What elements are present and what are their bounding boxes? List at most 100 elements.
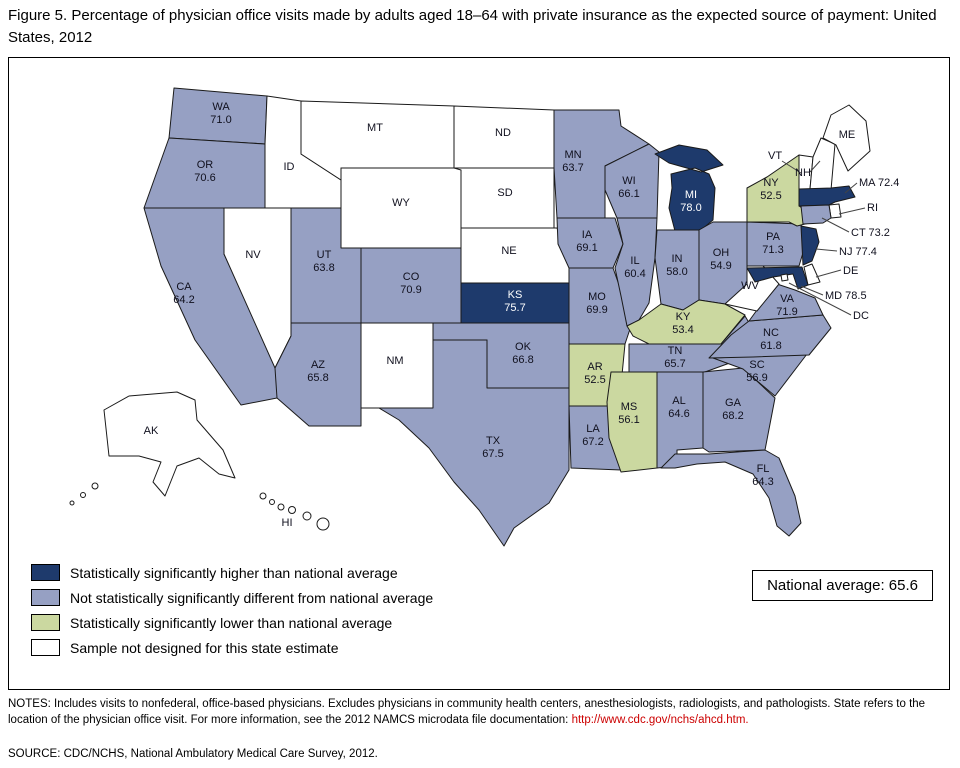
state-ak <box>91 482 99 490</box>
leader-line-dc <box>788 282 852 316</box>
state-label-or: OR 70.6 <box>194 159 215 184</box>
leader-line-nh <box>809 160 821 173</box>
state-label-ny: NY 52.5 <box>760 177 781 202</box>
state-label-hi: HI <box>282 517 293 529</box>
state-ak <box>69 500 75 506</box>
state-label-nm: NM <box>386 355 403 367</box>
state-label-ky: KY 53.4 <box>672 311 693 336</box>
state-ma <box>798 185 856 207</box>
state-label-id: ID <box>284 161 295 173</box>
legend-item-not-different: Not statistically significantly differen… <box>31 589 433 606</box>
legend-item-lower: Statistically significantly lower than n… <box>31 614 433 631</box>
legend-swatch-not-designed <box>31 639 60 656</box>
legend-label-higher: Statistically significantly higher than … <box>70 564 398 581</box>
state-label-ia: IA 69.1 <box>576 229 597 254</box>
state-label-nv: NV <box>245 249 261 261</box>
leader-line-de <box>815 269 842 278</box>
state-label-tn: TN 65.7 <box>664 345 685 370</box>
source-line: SOURCE: CDC/NCHS, National Ambulatory Me… <box>8 748 378 760</box>
state-hi <box>277 503 285 511</box>
state-tx <box>378 339 570 547</box>
state-label-ut: UT 63.8 <box>313 249 334 274</box>
state-label-co: CO 70.9 <box>400 271 421 296</box>
state-hi <box>269 499 275 505</box>
state-label-oh: OH 54.9 <box>710 247 731 272</box>
leader-line-ma <box>844 182 858 194</box>
state-label-fl: FL 64.3 <box>752 463 773 488</box>
state-label-wa: WA 71.0 <box>210 101 231 126</box>
state-label-ne: NE <box>501 245 516 257</box>
notes: NOTES: Includes visits to nonfederal, of… <box>8 697 954 728</box>
legend: Statistically significantly higher than … <box>31 564 433 664</box>
leader-line-ri <box>838 207 866 215</box>
state-label-ct: CT 73.2 <box>851 227 890 239</box>
state-label-la: LA 67.2 <box>582 423 603 448</box>
state-label-mi: MI 78.0 <box>680 189 701 214</box>
state-mi <box>654 144 724 232</box>
leader-line-vt <box>781 160 802 174</box>
legend-item-higher: Statistically significantly higher than … <box>31 564 433 581</box>
state-label-al: AL 64.6 <box>668 395 689 420</box>
notes-text: NOTES: Includes visits to nonfederal, of… <box>8 698 926 726</box>
state-ak <box>80 492 86 498</box>
figure-box: WA 71.0 OR 70.6 CA 64.2 NV ID MT WY UT 63.8 CO 70.9 AZ… <box>8 57 950 690</box>
state-label-il: IL 60.4 <box>624 255 645 280</box>
state-nh <box>809 137 836 191</box>
state-label-sc: SC 56.9 <box>746 359 767 384</box>
state-label-az: AZ 65.8 <box>307 359 328 384</box>
state-label-wi: WI 66.1 <box>618 175 639 200</box>
state-label-me: ME <box>839 129 856 141</box>
legend-swatch-not-different <box>31 589 60 606</box>
state-fl <box>660 449 802 537</box>
state-nj <box>800 225 820 266</box>
state-label-md: MD 78.5 <box>825 290 867 302</box>
figure-title: Figure 5. Percentage of physician office… <box>8 7 937 46</box>
state-hi <box>288 506 296 514</box>
state-me <box>822 104 871 172</box>
state-label-ks: KS 75.7 <box>504 289 525 314</box>
legend-swatch-lower <box>31 614 60 631</box>
state-label-ok: OK 66.8 <box>512 341 533 366</box>
state-label-sd: SD <box>497 187 512 199</box>
state-hi <box>302 511 312 521</box>
state-dc <box>780 273 789 282</box>
state-label-ga: GA 68.2 <box>722 397 743 422</box>
state-label-va: VA 71.9 <box>776 293 797 318</box>
state-label-ca: CA 64.2 <box>173 281 194 306</box>
state-label-mt: MT <box>367 122 383 134</box>
leader-line-md <box>800 285 824 296</box>
state-label-tx: TX 67.5 <box>482 435 503 460</box>
state-label-de: DE <box>843 265 858 277</box>
state-label-mn: MN 63.7 <box>562 149 583 174</box>
legend-swatch-higher <box>31 564 60 581</box>
state-label-mo: MO 69.9 <box>586 291 607 316</box>
notes-link[interactable]: http://www.cdc.gov/nchs/ahcd.htm. <box>571 713 749 726</box>
state-hi <box>316 517 330 531</box>
leader-line-ct <box>821 217 850 233</box>
state-label-ak: AK <box>144 425 159 437</box>
state-label-ms: MS 56.1 <box>618 401 639 426</box>
state-label-ri: RI <box>867 202 878 214</box>
state-label-in: IN 58.0 <box>666 253 687 278</box>
state-md <box>746 266 809 290</box>
national-average-box: National average: 65.6 <box>752 570 933 601</box>
state-ct <box>800 204 832 225</box>
state-label-nd: ND <box>495 127 511 139</box>
legend-item-not-designed: Sample not designed for this state estim… <box>31 639 433 656</box>
us-choropleth-map: WA 71.0 OR 70.6 CA 64.2 NV ID MT WY UT 63.8 CO 70.9 AZ… <box>69 87 899 547</box>
state-label-wy: WY <box>392 197 410 209</box>
state-label-nc: NC 61.8 <box>760 327 781 352</box>
state-label-pa: PA 71.3 <box>762 231 783 256</box>
state-ak <box>103 391 236 497</box>
state-hi <box>259 492 267 500</box>
state-nc <box>708 314 832 359</box>
state-label-nh: NH <box>795 167 811 179</box>
state-de <box>803 263 821 286</box>
state-label-dc: DC <box>853 310 869 322</box>
state-label-wv: WV <box>741 280 759 292</box>
state-label-nj: NJ 77.4 <box>839 246 877 258</box>
leader-line-nj <box>815 248 838 252</box>
state-label-ma: MA 72.4 <box>859 177 899 189</box>
state-label-ar: AR 52.5 <box>584 361 605 386</box>
